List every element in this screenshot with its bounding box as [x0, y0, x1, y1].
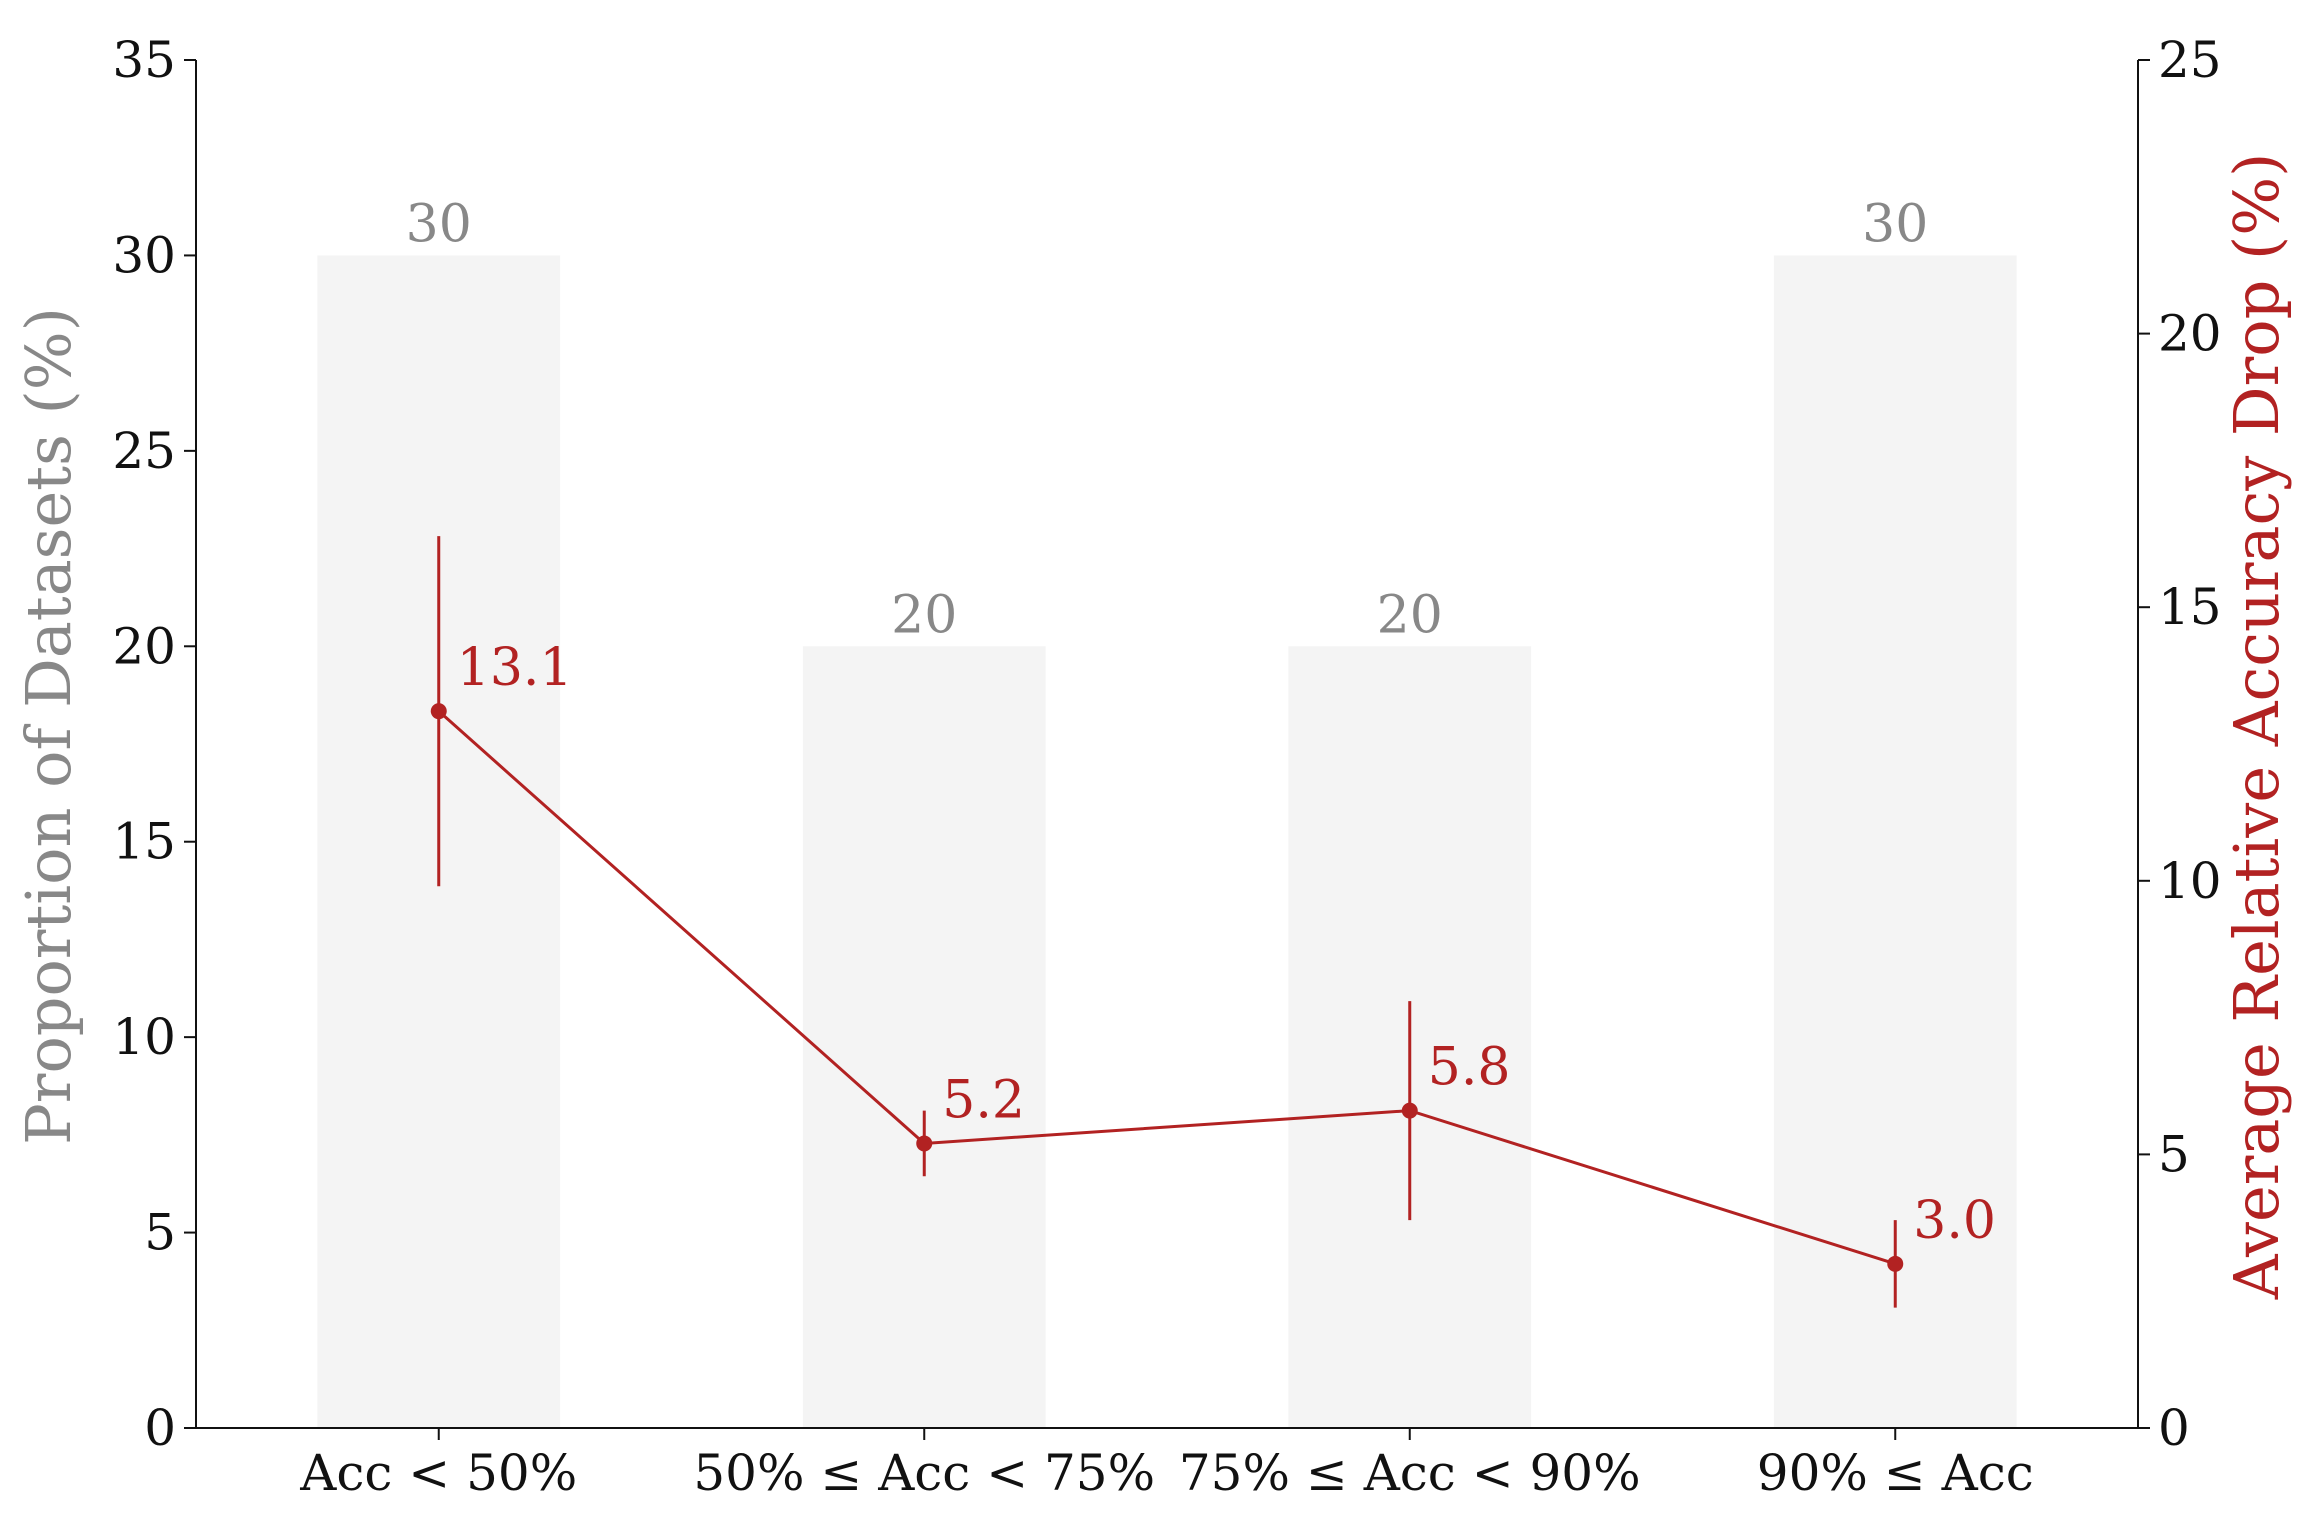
y-left-tick-label: 5 [144, 1204, 176, 1262]
labels-layer: 30 20 20 30 13.1 5.2 5.8 3.0 [406, 194, 1996, 1250]
bar-data-label: 30 [406, 194, 472, 254]
data-point [1401, 1102, 1418, 1119]
bars-layer [317, 255, 2017, 1428]
x-tick-label: 90% ≤ Acc [1757, 1444, 2034, 1502]
series-line [437, 710, 1896, 1266]
y-left-tick-label: 20 [112, 617, 176, 675]
y-left-tick-label: 10 [112, 1008, 176, 1066]
y-left-tick-label: 0 [144, 1399, 176, 1457]
y-left-tick-label: 30 [112, 226, 176, 284]
y-left-tick-label: 35 [112, 31, 176, 89]
y-right-tick-label: 20 [2158, 305, 2222, 363]
x-tick-label: Acc < 50% [299, 1444, 577, 1502]
y-right-tick-label: 10 [2158, 852, 2222, 910]
y-left-tick-label: 15 [112, 813, 176, 871]
point-data-label: 13.1 [457, 638, 573, 698]
data-point [916, 1135, 933, 1152]
y-right-tick-label: 0 [2158, 1399, 2190, 1457]
point-data-label: 5.8 [1428, 1038, 1511, 1098]
y-right-tick-label: 25 [2158, 31, 2222, 89]
y-axis-right-title: Average Relative Accuracy Drop (%) [2220, 153, 2293, 1301]
y-left-tick-label: 25 [112, 422, 176, 480]
y-right-tick-label: 15 [2158, 578, 2222, 636]
bar-data-label: 20 [1377, 585, 1443, 645]
line-layer [430, 536, 1904, 1308]
bar-data-label: 20 [891, 585, 957, 645]
x-tick-label: 75% ≤ Acc < 90% [1179, 1444, 1641, 1502]
point-data-label: 3.0 [1913, 1191, 1996, 1251]
x-tick-label: 50% ≤ Acc < 75% [693, 1444, 1155, 1502]
data-point [1887, 1255, 1904, 1272]
point-data-label: 5.2 [942, 1070, 1025, 1130]
bar [802, 646, 1046, 1428]
bar-data-label: 30 [1862, 194, 1928, 254]
axes-layer: 0 5 10 15 20 25 30 35 0 5 10 15 20 25 Acc < 50% 50% ≤ A… [112, 31, 2221, 1502]
data-point [430, 703, 447, 720]
y-axis-left-title: Proportion of Datasets (%) [12, 307, 85, 1145]
y-right-tick-label: 5 [2158, 1125, 2190, 1183]
